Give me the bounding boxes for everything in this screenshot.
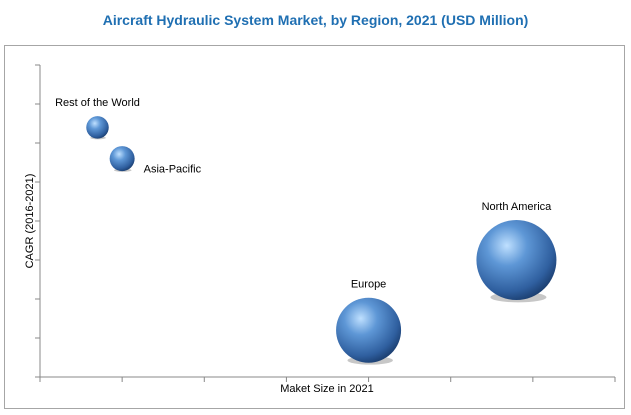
bubble-north-america [476, 220, 557, 300]
bubble-label-asia-pacific: Asia-Pacific [144, 164, 202, 176]
chart-title: Aircraft Hydraulic System Market, by Reg… [102, 12, 529, 28]
chart-frame [4, 45, 625, 409]
bubble-label-north-america: North America [482, 201, 553, 213]
bubble-label-rest-of-the-world: Rest of the World [55, 97, 140, 109]
bubble-series: Rest of the World Asia-Pacific Europe North… [55, 97, 557, 365]
x-axis-title: Maket Size in 2021 [280, 383, 374, 395]
bubble-europe [336, 297, 402, 363]
bubble-rest-of-the-world [86, 116, 109, 139]
axis-ticks [35, 64, 616, 382]
bubble-asia-pacific [109, 146, 135, 172]
bubble-label-europe: Europe [351, 279, 386, 291]
y-axis-title: CAGR (2016-2021) [24, 174, 36, 269]
axes [35, 64, 616, 382]
